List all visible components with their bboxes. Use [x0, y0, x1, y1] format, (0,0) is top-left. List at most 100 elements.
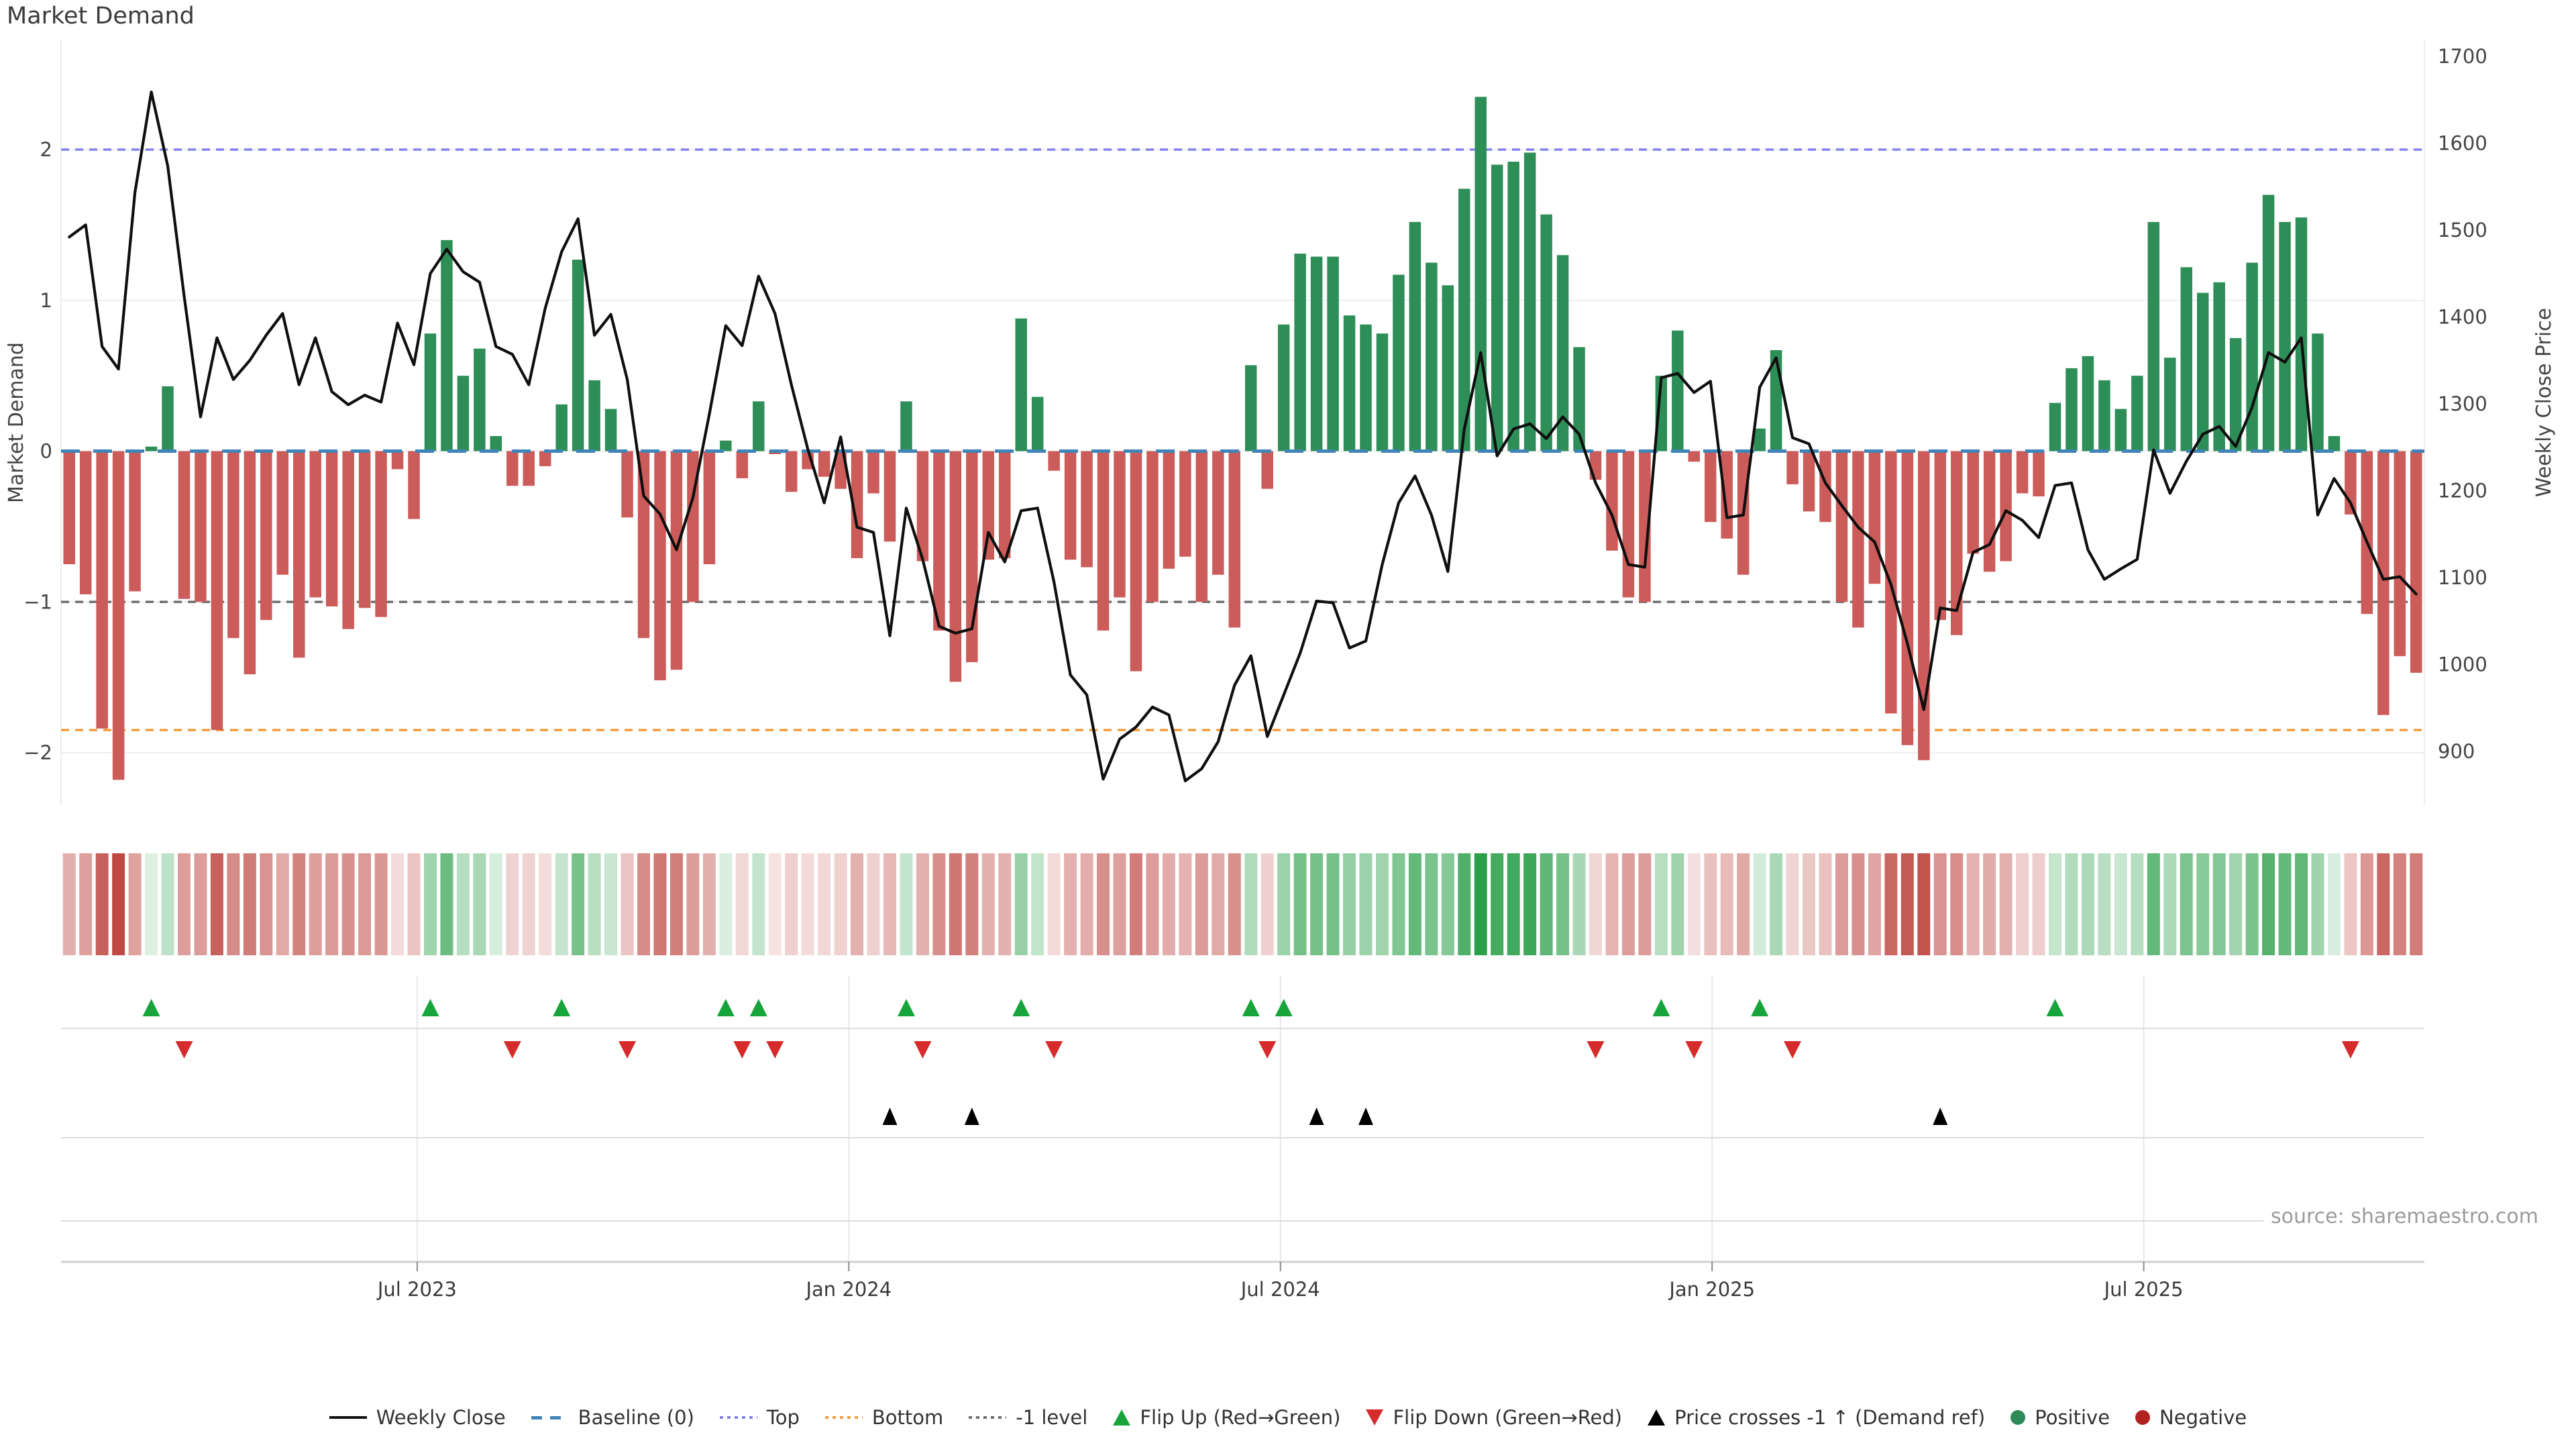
demand-bar: [1474, 97, 1487, 451]
right-tick-label: 900: [2438, 740, 2475, 763]
demand-bar: [2410, 451, 2422, 673]
demand-bar: [539, 451, 551, 466]
heatmap-cell: [2032, 853, 2045, 955]
demand-bar: [1754, 428, 1766, 451]
demand-bar: [408, 451, 420, 519]
flip-up-marker-icon: [1242, 999, 1260, 1016]
heatmap-cell: [1803, 853, 1816, 955]
heatmap-cell: [1687, 853, 1701, 955]
heatmap-cell: [1589, 853, 1603, 955]
demand-bar: [1556, 255, 1569, 451]
demand-bar: [2065, 368, 2078, 451]
demand-bar: [1195, 451, 1208, 602]
demand-bar: [670, 451, 683, 670]
demand-bar: [818, 451, 830, 477]
heatmap-cell: [1260, 853, 1274, 955]
demand-bar: [1918, 451, 1930, 761]
flip-down-marker-icon: [1258, 1041, 1277, 1059]
demand-bar: [1950, 451, 1963, 635]
demand-bar: [736, 451, 749, 478]
flip-down-marker-icon: [1784, 1041, 1802, 1059]
flip-down-marker-icon: [175, 1041, 193, 1059]
heatmap-cell: [1507, 853, 1520, 955]
flip-down-marker-icon: [619, 1041, 637, 1059]
heatmap-cell: [177, 853, 191, 955]
heatmap-cell: [2016, 853, 2029, 955]
legend-label: Top: [766, 1406, 800, 1429]
price-cross-marker-icon: [882, 1108, 898, 1125]
heatmap-cell: [1572, 853, 1586, 955]
heatmap-cell: [2114, 853, 2127, 955]
demand-bar: [1786, 451, 1799, 484]
demand-bar: [1048, 451, 1060, 471]
demand-bar: [1442, 285, 1454, 451]
demand-bar: [112, 451, 125, 780]
flip-up-marker-icon: [1751, 999, 1769, 1016]
heatmap-cell: [1999, 853, 2012, 955]
heatmap-cell: [2344, 853, 2357, 955]
heatmap-cell: [506, 853, 519, 955]
heatmap-cell: [735, 853, 749, 955]
heatmap-cell: [1654, 853, 1668, 955]
heatmap-cell: [965, 853, 979, 955]
demand-bar: [1967, 451, 1979, 554]
legend-item-flip-up: Flip Up (Red→Green): [1113, 1406, 1340, 1429]
heatmap-cell: [555, 853, 568, 955]
heatmap-cell: [1851, 853, 1865, 955]
heatmap-cell: [1047, 853, 1061, 955]
demand-bar: [2394, 451, 2406, 657]
heatmap-cell: [95, 853, 109, 955]
demand-bar: [2016, 451, 2029, 494]
demand-bar: [867, 451, 879, 494]
demand-bar: [851, 451, 863, 559]
flip-down-marker-icon: [1045, 1041, 1063, 1059]
demand-bar: [1015, 318, 1027, 451]
demand-bar: [2246, 262, 2258, 451]
weekly-close-line: [68, 90, 2418, 783]
heatmap-cell: [1293, 853, 1307, 955]
price-cross-marker-icon: [1933, 1108, 1948, 1125]
demand-bar: [2114, 409, 2127, 451]
price-cross-marker-icon: [1309, 1108, 1324, 1125]
demand-bar: [703, 451, 716, 565]
baseline-dashes-icon: [531, 1415, 569, 1419]
top-dots-icon: [719, 1416, 757, 1419]
demand-bar: [1672, 330, 1684, 451]
legend-label: Baseline (0): [578, 1406, 694, 1429]
heatmap-cell: [1770, 853, 1783, 955]
demand-bar: [999, 451, 1011, 559]
heatmap-cell: [325, 853, 339, 955]
heatmap-cell: [1966, 853, 1980, 955]
right-tick-label: 1300: [2438, 392, 2487, 415]
demand-bar: [342, 451, 354, 629]
heatmap-cell: [1671, 853, 1684, 955]
heatmap-cell: [1737, 853, 1750, 955]
heatmap-cell: [423, 853, 437, 955]
heatmap-cell: [637, 853, 651, 955]
heatmap-cell: [62, 853, 76, 955]
demand-bar: [1688, 451, 1701, 462]
demand-bar: [1458, 189, 1470, 451]
demand-bar: [1360, 324, 1372, 451]
demand-bar: [2033, 451, 2045, 496]
demand-bar: [1819, 451, 1831, 523]
demand-bar: [211, 451, 223, 731]
price-cross-marker-icon: [964, 1108, 979, 1125]
heatmap-cell: [2065, 853, 2078, 955]
heatmap-cell: [768, 853, 782, 955]
heatmap-cell: [752, 853, 765, 955]
legend-label: Flip Down (Green→Red): [1393, 1406, 1623, 1429]
heatmap-cell: [194, 853, 207, 955]
demand-bar: [1622, 451, 1635, 598]
bottom-dots-icon: [824, 1416, 863, 1419]
right-tick-label: 1000: [2438, 653, 2487, 676]
left-tick-label: 1: [40, 289, 52, 312]
heatmap-cell: [1474, 853, 1487, 955]
demand-bar: [1589, 451, 1602, 480]
demand-bar: [2147, 221, 2160, 451]
right-tick-label: 1700: [2438, 45, 2487, 68]
heatmap-cell: [456, 853, 470, 955]
heatmap-cell: [1080, 853, 1093, 955]
heatmap-cell: [2262, 853, 2275, 955]
